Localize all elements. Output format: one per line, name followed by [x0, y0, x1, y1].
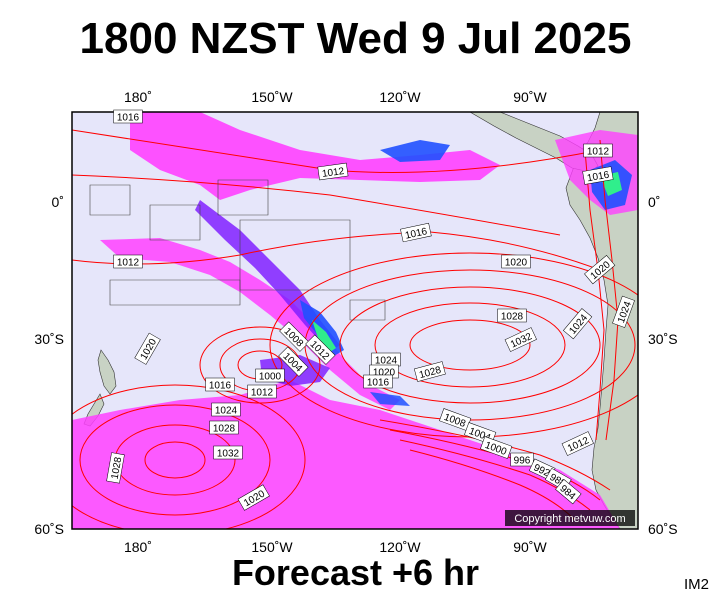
isobar-label: 1028	[209, 420, 239, 435]
lat-ticks-right: 0˚ 30˚S 60˚S	[648, 194, 678, 537]
lon-ticks-bottom: 180˚ 150˚W 120˚W 90˚W	[124, 539, 548, 555]
region-borders	[89, 179, 386, 321]
isobar-label-text: 1016	[209, 381, 232, 392]
lon-tick: 120˚W	[379, 89, 421, 105]
isobar-label-text: 1024	[375, 356, 398, 367]
map-frame	[71, 111, 639, 530]
new-zealand-north-land	[97, 349, 117, 395]
chart-title: 1800 NZST Wed 9 Jul 2025	[79, 14, 632, 63]
lon-tick: 90˚W	[513, 89, 547, 105]
lon-tick: 150˚W	[251, 89, 293, 105]
lon-tick: 120˚W	[379, 539, 421, 555]
isobar-label: 1028	[497, 308, 527, 323]
isobar-label-text: 1028	[110, 456, 125, 480]
isobar-label-text: 1024	[215, 406, 238, 417]
isobar-label: 1016	[582, 166, 614, 185]
isobar-label-text: 1012	[251, 388, 274, 399]
isobar-label-text: 1012	[117, 258, 140, 269]
isobar-label-text: 1028	[213, 424, 236, 435]
isobar-label-text: 996	[514, 456, 531, 467]
isobar-label: 1012	[113, 254, 143, 269]
isobar-label: 1000	[255, 368, 285, 383]
isobar-label-text: 1012	[587, 147, 610, 158]
isobar-label: 1012	[583, 143, 613, 158]
isobar-label-text: 1012	[321, 166, 345, 180]
isobar-label: 1016	[400, 222, 432, 243]
isobar-lines	[72, 129, 638, 529]
isobar-label: 1012	[247, 384, 277, 399]
lat-tick: 0˚	[648, 194, 660, 210]
isobar-label: 1016	[113, 109, 143, 124]
isobar-label: 1024	[371, 352, 401, 367]
copyright-text: Copyright metvuw.com	[514, 513, 625, 525]
isobar-label-text: 1016	[404, 226, 428, 241]
isobar-label: 1024	[211, 402, 241, 417]
image-id: IM2	[683, 576, 709, 593]
isobar-label: 1016	[363, 374, 393, 389]
lon-ticks-top: 180˚ 150˚W 120˚W 90˚W	[124, 89, 548, 105]
lat-ticks-left: 0˚ 30˚S 60˚S	[34, 194, 64, 537]
isobar-label-text: 1020	[505, 258, 528, 269]
lon-tick: 180˚	[124, 539, 152, 555]
lat-tick: 60˚S	[34, 521, 64, 537]
lat-tick: 30˚S	[34, 331, 64, 347]
isobar-label-text: 1016	[586, 170, 610, 185]
isobar-label-text: 1000	[259, 372, 282, 383]
isobar-label: 1032	[213, 445, 243, 460]
isobar-label: 1016	[205, 377, 235, 392]
isobar-label-text: 1016	[367, 378, 390, 389]
isobar-label-text: 1016	[117, 113, 140, 124]
lat-tick: 60˚S	[648, 521, 678, 537]
isobar-label: 1012	[317, 162, 349, 181]
isobar-label: 1020	[501, 254, 531, 269]
lon-tick: 90˚W	[513, 539, 547, 555]
isobar-label-text: 1020	[373, 368, 396, 379]
isobar-label: 996	[510, 452, 534, 467]
lon-tick: 180˚	[124, 89, 152, 105]
copyright-badge	[505, 510, 635, 526]
lat-tick: 30˚S	[648, 331, 678, 347]
isobar-label-text: 1028	[501, 312, 524, 323]
isobar-label: 1028	[106, 452, 125, 484]
lon-tick: 150˚W	[251, 539, 293, 555]
isobar-label-text: 1032	[217, 449, 240, 460]
lat-tick: 0˚	[52, 194, 64, 210]
forecast-subtitle: Forecast +6 hr	[231, 552, 480, 593]
